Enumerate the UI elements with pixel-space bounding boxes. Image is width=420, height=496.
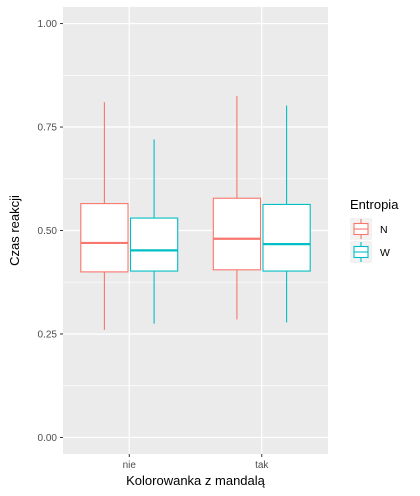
x-tick-label: tak <box>255 460 269 471</box>
box-iqr <box>129 217 179 272</box>
legend-item-N: N <box>350 218 388 240</box>
boxes-layer <box>80 95 311 330</box>
box-iqr <box>212 197 262 271</box>
box-iqr <box>262 203 311 272</box>
legend: Entropia NW <box>350 197 399 263</box>
legend-label: N <box>380 224 388 236</box>
y-tick-label: 0.75 <box>38 123 58 134</box>
y-tick-label: 0.25 <box>38 329 58 340</box>
x-tick-label: nie <box>123 460 137 471</box>
box-N-tak <box>212 95 262 320</box>
x-axis-title: Kolorowanka z mandalą <box>126 473 266 488</box>
y-tick-label: 1.00 <box>38 19 58 30</box>
legend-label: W <box>380 247 390 259</box>
legend-title: Entropia <box>350 197 399 212</box>
box-W-tak <box>262 105 311 323</box>
y-axis-title: Czas reakcji <box>7 195 22 266</box>
legend-item-W: W <box>350 241 390 263</box>
x-axis: nie tak <box>123 454 269 471</box>
box-iqr <box>80 203 129 273</box>
box-N-nie <box>80 102 129 330</box>
y-tick-label: 0.00 <box>38 433 58 444</box>
box-W-nie <box>129 139 179 324</box>
y-axis: 0.00 0.25 0.50 0.75 1.00 <box>38 19 63 444</box>
y-tick-label: 0.50 <box>38 226 58 237</box>
